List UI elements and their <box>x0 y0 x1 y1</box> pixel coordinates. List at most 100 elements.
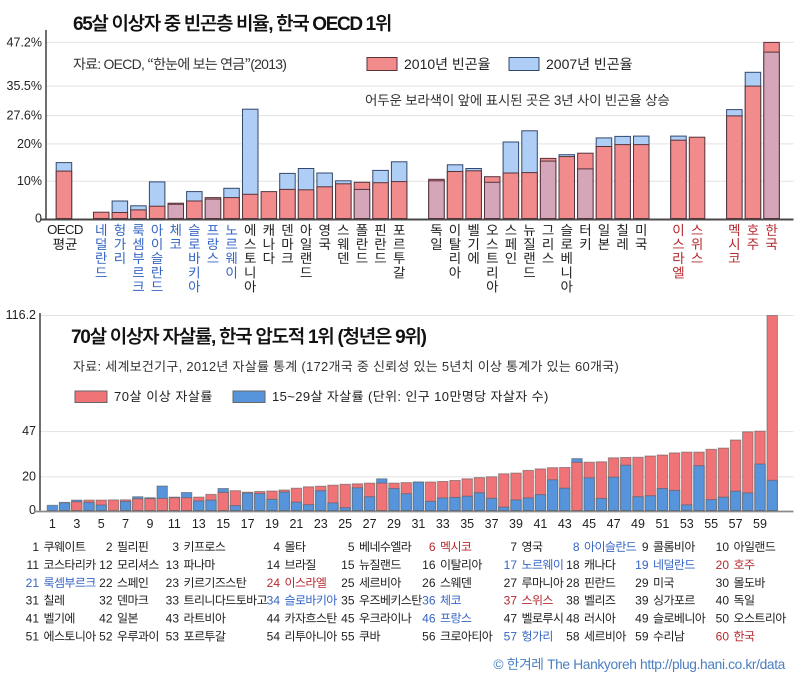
svg-text:1: 1 <box>49 513 56 532</box>
svg-text:4: 4 <box>273 538 280 555</box>
svg-text:드: 드 <box>523 261 535 281</box>
svg-text:영국: 영국 <box>522 538 543 555</box>
svg-text:룩셈부르크: 룩셈부르크 <box>44 574 97 591</box>
svg-text:라: 라 <box>672 247 685 267</box>
svg-text:네덜란드: 네덜란드 <box>653 556 695 573</box>
svg-text:라트비아: 라트비아 <box>184 610 226 627</box>
svg-text:2: 2 <box>106 538 113 555</box>
svg-text:33: 33 <box>436 513 450 532</box>
svg-text:트리니다드토바고: 트리니다드토바고 <box>184 592 268 609</box>
svg-text:콜롬비아: 콜롬비아 <box>653 538 695 555</box>
svg-text:본: 본 <box>598 233 610 253</box>
svg-text:스: 스 <box>542 247 554 267</box>
svg-text:35: 35 <box>460 513 474 532</box>
svg-text:드: 드 <box>374 247 386 267</box>
svg-text:키: 키 <box>188 261 200 281</box>
svg-text:이: 이 <box>449 219 461 239</box>
svg-text:국: 국 <box>318 233 330 253</box>
svg-text:31: 31 <box>26 592 40 609</box>
svg-text:12: 12 <box>99 556 113 573</box>
svg-text:다: 다 <box>263 247 276 267</box>
svg-text:19: 19 <box>635 556 649 573</box>
svg-text:몰타: 몰타 <box>285 538 306 555</box>
svg-text:베네수엘라: 베네수엘라 <box>359 538 412 555</box>
svg-text:벨기에: 벨기에 <box>44 610 75 627</box>
svg-text:58: 58 <box>566 628 580 645</box>
svg-text:핀란드: 핀란드 <box>584 574 616 591</box>
svg-text:르: 르 <box>393 233 405 253</box>
svg-text:스: 스 <box>207 247 219 267</box>
svg-text:시: 시 <box>728 233 740 253</box>
svg-text:아: 아 <box>188 275 201 295</box>
svg-text:아: 아 <box>151 219 164 239</box>
svg-text:오: 오 <box>486 219 498 239</box>
svg-text:28: 28 <box>566 574 580 591</box>
svg-text:호주: 호주 <box>734 556 755 573</box>
svg-text:13: 13 <box>166 556 180 573</box>
svg-text:갈: 갈 <box>393 261 405 281</box>
svg-text:트: 트 <box>486 247 498 267</box>
svg-text:핀: 핀 <box>374 219 386 239</box>
svg-text:14: 14 <box>267 556 281 573</box>
svg-text:일: 일 <box>430 233 442 253</box>
svg-text:37: 37 <box>504 592 518 609</box>
svg-text:36: 36 <box>422 592 436 609</box>
svg-text:슬: 슬 <box>151 247 163 267</box>
svg-text:아이슬란드: 아이슬란드 <box>584 538 637 555</box>
svg-text:7: 7 <box>510 538 517 555</box>
svg-text:카자흐스탄: 카자흐스탄 <box>285 610 338 627</box>
svg-text:마: 마 <box>281 233 294 253</box>
svg-text:노: 노 <box>225 219 237 239</box>
svg-text:체코: 체코 <box>440 592 461 609</box>
svg-text:스: 스 <box>244 233 256 253</box>
svg-text:일: 일 <box>598 219 610 239</box>
svg-text:57: 57 <box>729 513 743 532</box>
svg-text:레: 레 <box>616 233 628 253</box>
svg-text:어두운 보라색이 앞에 표시된 곳은 3년 사이 빈곤율 상: 어두운 보라색이 앞에 표시된 곳은 3년 사이 빈곤율 상승 <box>365 89 670 109</box>
svg-text:31: 31 <box>411 513 425 532</box>
svg-text:랑: 랑 <box>207 233 219 253</box>
svg-text:에스토니아: 에스토니아 <box>44 628 97 645</box>
svg-text:이스라엘: 이스라엘 <box>285 574 327 591</box>
svg-text:10: 10 <box>716 538 730 555</box>
svg-text:덴: 덴 <box>281 219 293 239</box>
svg-text:60: 60 <box>716 628 730 645</box>
svg-text:멕: 멕 <box>728 219 740 239</box>
svg-text:엘: 엘 <box>672 261 684 281</box>
svg-text:크: 크 <box>132 275 144 295</box>
svg-text:란: 란 <box>374 233 386 253</box>
svg-text:리: 리 <box>542 233 554 253</box>
svg-text:39: 39 <box>509 513 523 532</box>
svg-text:한: 한 <box>765 219 777 239</box>
svg-text:70살 이상 자살률: 70살 이상 자살률 <box>114 386 213 405</box>
svg-text:체: 체 <box>169 219 181 239</box>
svg-text:자료: 세계보건기구, 2012년 자살률 통계 (172개: 자료: 세계보건기구, 2012년 자살률 통계 (172개국 중 신뢰성 있는… <box>73 356 619 375</box>
svg-text:스: 스 <box>691 219 703 239</box>
svg-text:이: 이 <box>225 261 237 281</box>
svg-text:슬: 슬 <box>188 219 200 239</box>
svg-text:이탈리아: 이탈리아 <box>440 556 482 573</box>
svg-text:캐나다: 캐나다 <box>584 556 616 573</box>
svg-text:11: 11 <box>27 556 40 573</box>
svg-text:헝: 헝 <box>114 219 126 239</box>
svg-text:란: 란 <box>95 247 107 267</box>
svg-text:스: 스 <box>672 233 684 253</box>
svg-text:스: 스 <box>486 233 498 253</box>
svg-text:그: 그 <box>542 219 554 239</box>
svg-text:벨로루시: 벨로루시 <box>522 610 564 627</box>
svg-text:슬: 슬 <box>560 219 572 239</box>
svg-text:116.2: 116.2 <box>6 304 36 323</box>
svg-text:우크라이나: 우크라이나 <box>359 610 412 627</box>
svg-text:네: 네 <box>95 219 107 239</box>
svg-text:이: 이 <box>672 219 684 239</box>
svg-text:란: 란 <box>151 261 163 281</box>
svg-text:9: 9 <box>642 538 649 555</box>
svg-text:OECD: OECD <box>47 219 83 238</box>
svg-text:55: 55 <box>341 628 355 645</box>
svg-text:아: 아 <box>560 275 573 295</box>
svg-text:크: 크 <box>281 247 293 267</box>
svg-text:싱가포르: 싱가포르 <box>653 592 695 609</box>
svg-text:스: 스 <box>505 219 517 239</box>
svg-text:20: 20 <box>716 556 730 573</box>
svg-text:랜: 랜 <box>523 247 535 267</box>
